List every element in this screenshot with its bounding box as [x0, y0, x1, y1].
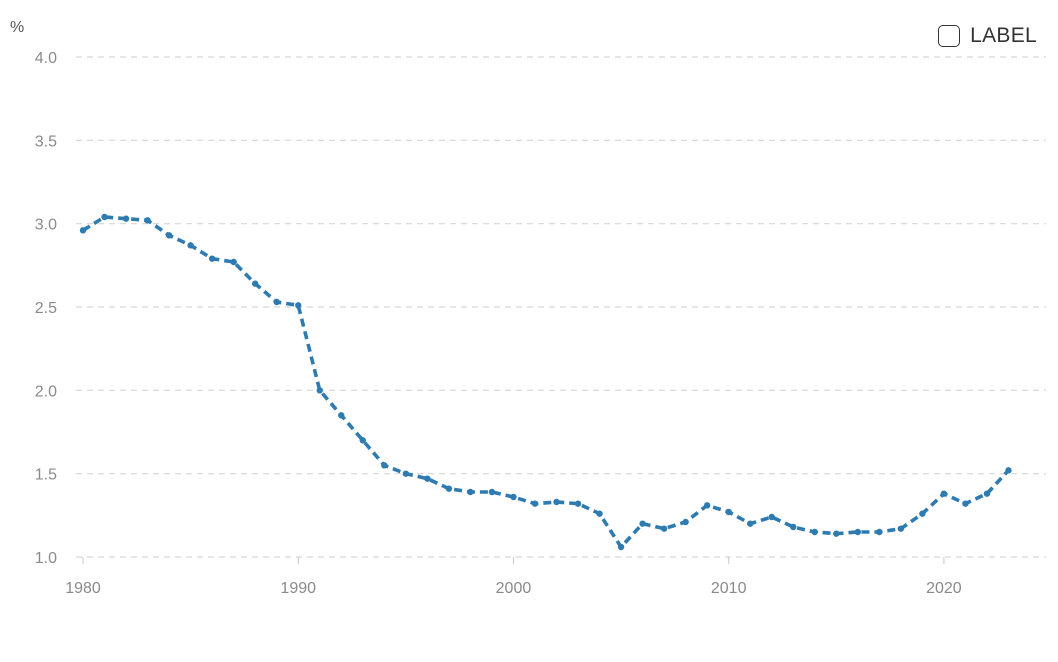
data-point[interactable]	[1005, 467, 1012, 474]
data-point[interactable]	[510, 493, 517, 501]
y-tick-label: 4.0	[35, 50, 57, 67]
data-point[interactable]	[660, 525, 668, 532]
x-tick-label: 1990	[280, 580, 316, 597]
y-tick-label: 3.0	[35, 217, 57, 234]
data-point[interactable]	[101, 213, 108, 221]
data-point[interactable]	[144, 217, 151, 224]
data-point[interactable]	[338, 412, 345, 419]
y-axis-unit-label: %	[10, 19, 24, 36]
x-tick-label: 2000	[496, 580, 532, 597]
data-point[interactable]	[359, 437, 366, 444]
y-tick-label: 2.0	[35, 383, 57, 400]
data-point[interactable]	[79, 227, 87, 234]
x-tick-label: 1980	[65, 580, 101, 597]
data-point[interactable]	[919, 510, 926, 517]
data-point[interactable]	[488, 488, 496, 496]
data-point[interactable]	[187, 242, 194, 249]
data-point[interactable]	[122, 215, 130, 222]
data-point[interactable]	[962, 500, 969, 507]
data-point[interactable]	[424, 475, 431, 482]
y-axis-ticks: 1.0 1.5 2.0 2.5 3.0 3.5 4.0	[35, 50, 57, 567]
data-point[interactable]	[682, 518, 689, 526]
data-point[interactable]	[208, 255, 216, 262]
data-point[interactable]	[811, 528, 818, 536]
data-point[interactable]	[639, 520, 646, 527]
data-point[interactable]	[251, 280, 259, 287]
data-point[interactable]	[790, 523, 797, 531]
data-point[interactable]	[295, 302, 302, 309]
x-tick-label: 2010	[711, 580, 747, 597]
x-axis-ticks: 1980 1990 2000 2010 2020	[65, 557, 962, 597]
y-tick-label: 1.0	[35, 550, 57, 567]
data-point[interactable]	[897, 525, 905, 532]
data-point[interactable]	[574, 500, 582, 507]
x-tick-label: 2020	[926, 580, 962, 597]
y-tick-label: 2.5	[35, 300, 57, 317]
data-point[interactable]	[876, 528, 883, 536]
data-point[interactable]	[617, 543, 625, 551]
legend-toggle[interactable]: LABEL	[938, 24, 1037, 48]
y-tick-label: 3.5	[35, 133, 57, 150]
data-point[interactable]	[596, 510, 603, 517]
data-point[interactable]	[402, 470, 410, 477]
data-point[interactable]	[725, 508, 732, 516]
data-point[interactable]	[445, 485, 453, 492]
data-point[interactable]	[467, 488, 474, 496]
legend-label: LABEL	[970, 24, 1037, 47]
data-point[interactable]	[983, 490, 991, 497]
data-point[interactable]	[531, 500, 539, 507]
data-point[interactable]	[273, 298, 280, 306]
data-point[interactable]	[747, 520, 754, 527]
data-point[interactable]	[854, 528, 862, 536]
data-point[interactable]	[165, 232, 173, 239]
gridlines	[76, 56, 1046, 558]
legend-checkbox-icon[interactable]	[938, 25, 961, 47]
data-point[interactable]	[940, 490, 948, 497]
y-tick-label: 1.5	[35, 467, 57, 484]
data-point[interactable]	[230, 258, 237, 266]
data-point[interactable]	[553, 498, 560, 506]
series-group	[79, 213, 1012, 551]
data-point[interactable]	[768, 513, 775, 521]
data-point[interactable]	[833, 530, 840, 537]
data-point[interactable]	[381, 462, 388, 469]
data-point[interactable]	[316, 387, 323, 394]
series-line	[82, 215, 1010, 549]
data-point[interactable]	[703, 502, 711, 509]
